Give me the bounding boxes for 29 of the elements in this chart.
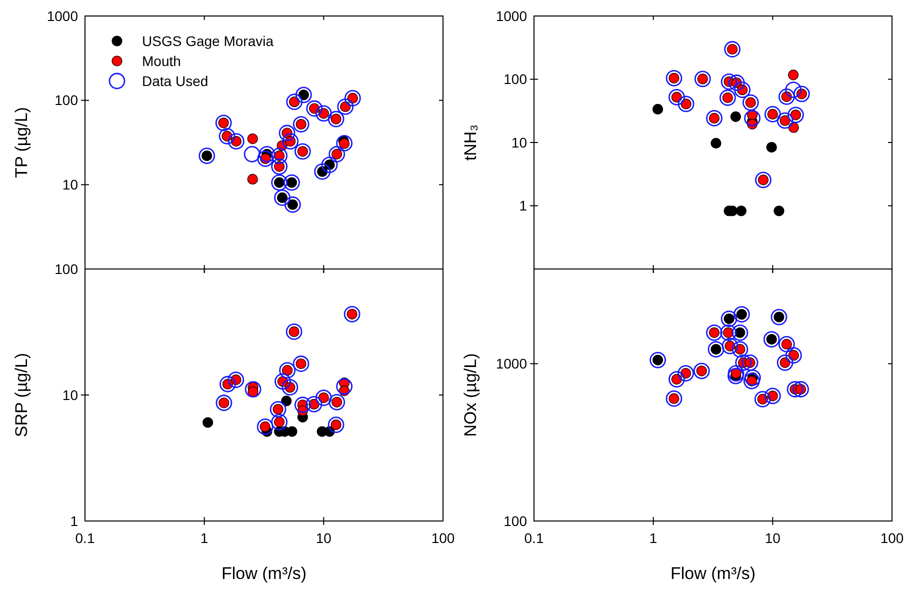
legend-label: USGS Gage Moravia — [142, 32, 274, 49]
y-axis-title: tNH₃ — [461, 124, 480, 161]
y-tick-label: 10 — [511, 134, 528, 150]
x-tick-label: 100 — [880, 530, 904, 546]
y-tick-label: 100 — [504, 71, 528, 88]
x-axis-title: Flow (m³/s) — [670, 564, 756, 583]
legend-label: Data Used — [142, 72, 208, 89]
y-tick-label: 100 — [54, 260, 78, 277]
y-tick-label: 10 — [62, 386, 78, 403]
y-tick-label: 100 — [504, 512, 528, 529]
x-axis-title: Flow (m³/s) — [222, 564, 306, 583]
y-axis-title: SRP (µg/L) — [12, 352, 31, 438]
y-tick-label: 1000 — [46, 8, 78, 24]
x-tick-label: 1 — [649, 530, 658, 546]
y-tick-label: 10 — [62, 176, 78, 193]
y-tick-label: 1 — [519, 198, 528, 214]
y-axis-title: TP (µg/L) — [12, 107, 31, 178]
x-tick-label: 0.1 — [524, 530, 544, 546]
legend-label: Mouth — [142, 52, 181, 69]
y-tick-label: 1 — [70, 512, 78, 529]
y-tick-label: 1000 — [496, 8, 528, 24]
x-tick-label: 10 — [764, 530, 781, 546]
x-tick-label: 0.1 — [75, 530, 95, 546]
x-tick-label: 10 — [316, 530, 332, 546]
x-tick-label: 1 — [200, 530, 208, 546]
x-tick-label: 100 — [431, 530, 455, 546]
y-tick-label: 1000 — [496, 356, 528, 372]
y-axis-title: NOx (µg/L) — [461, 353, 480, 437]
y-tick-label: 100 — [54, 92, 78, 108]
